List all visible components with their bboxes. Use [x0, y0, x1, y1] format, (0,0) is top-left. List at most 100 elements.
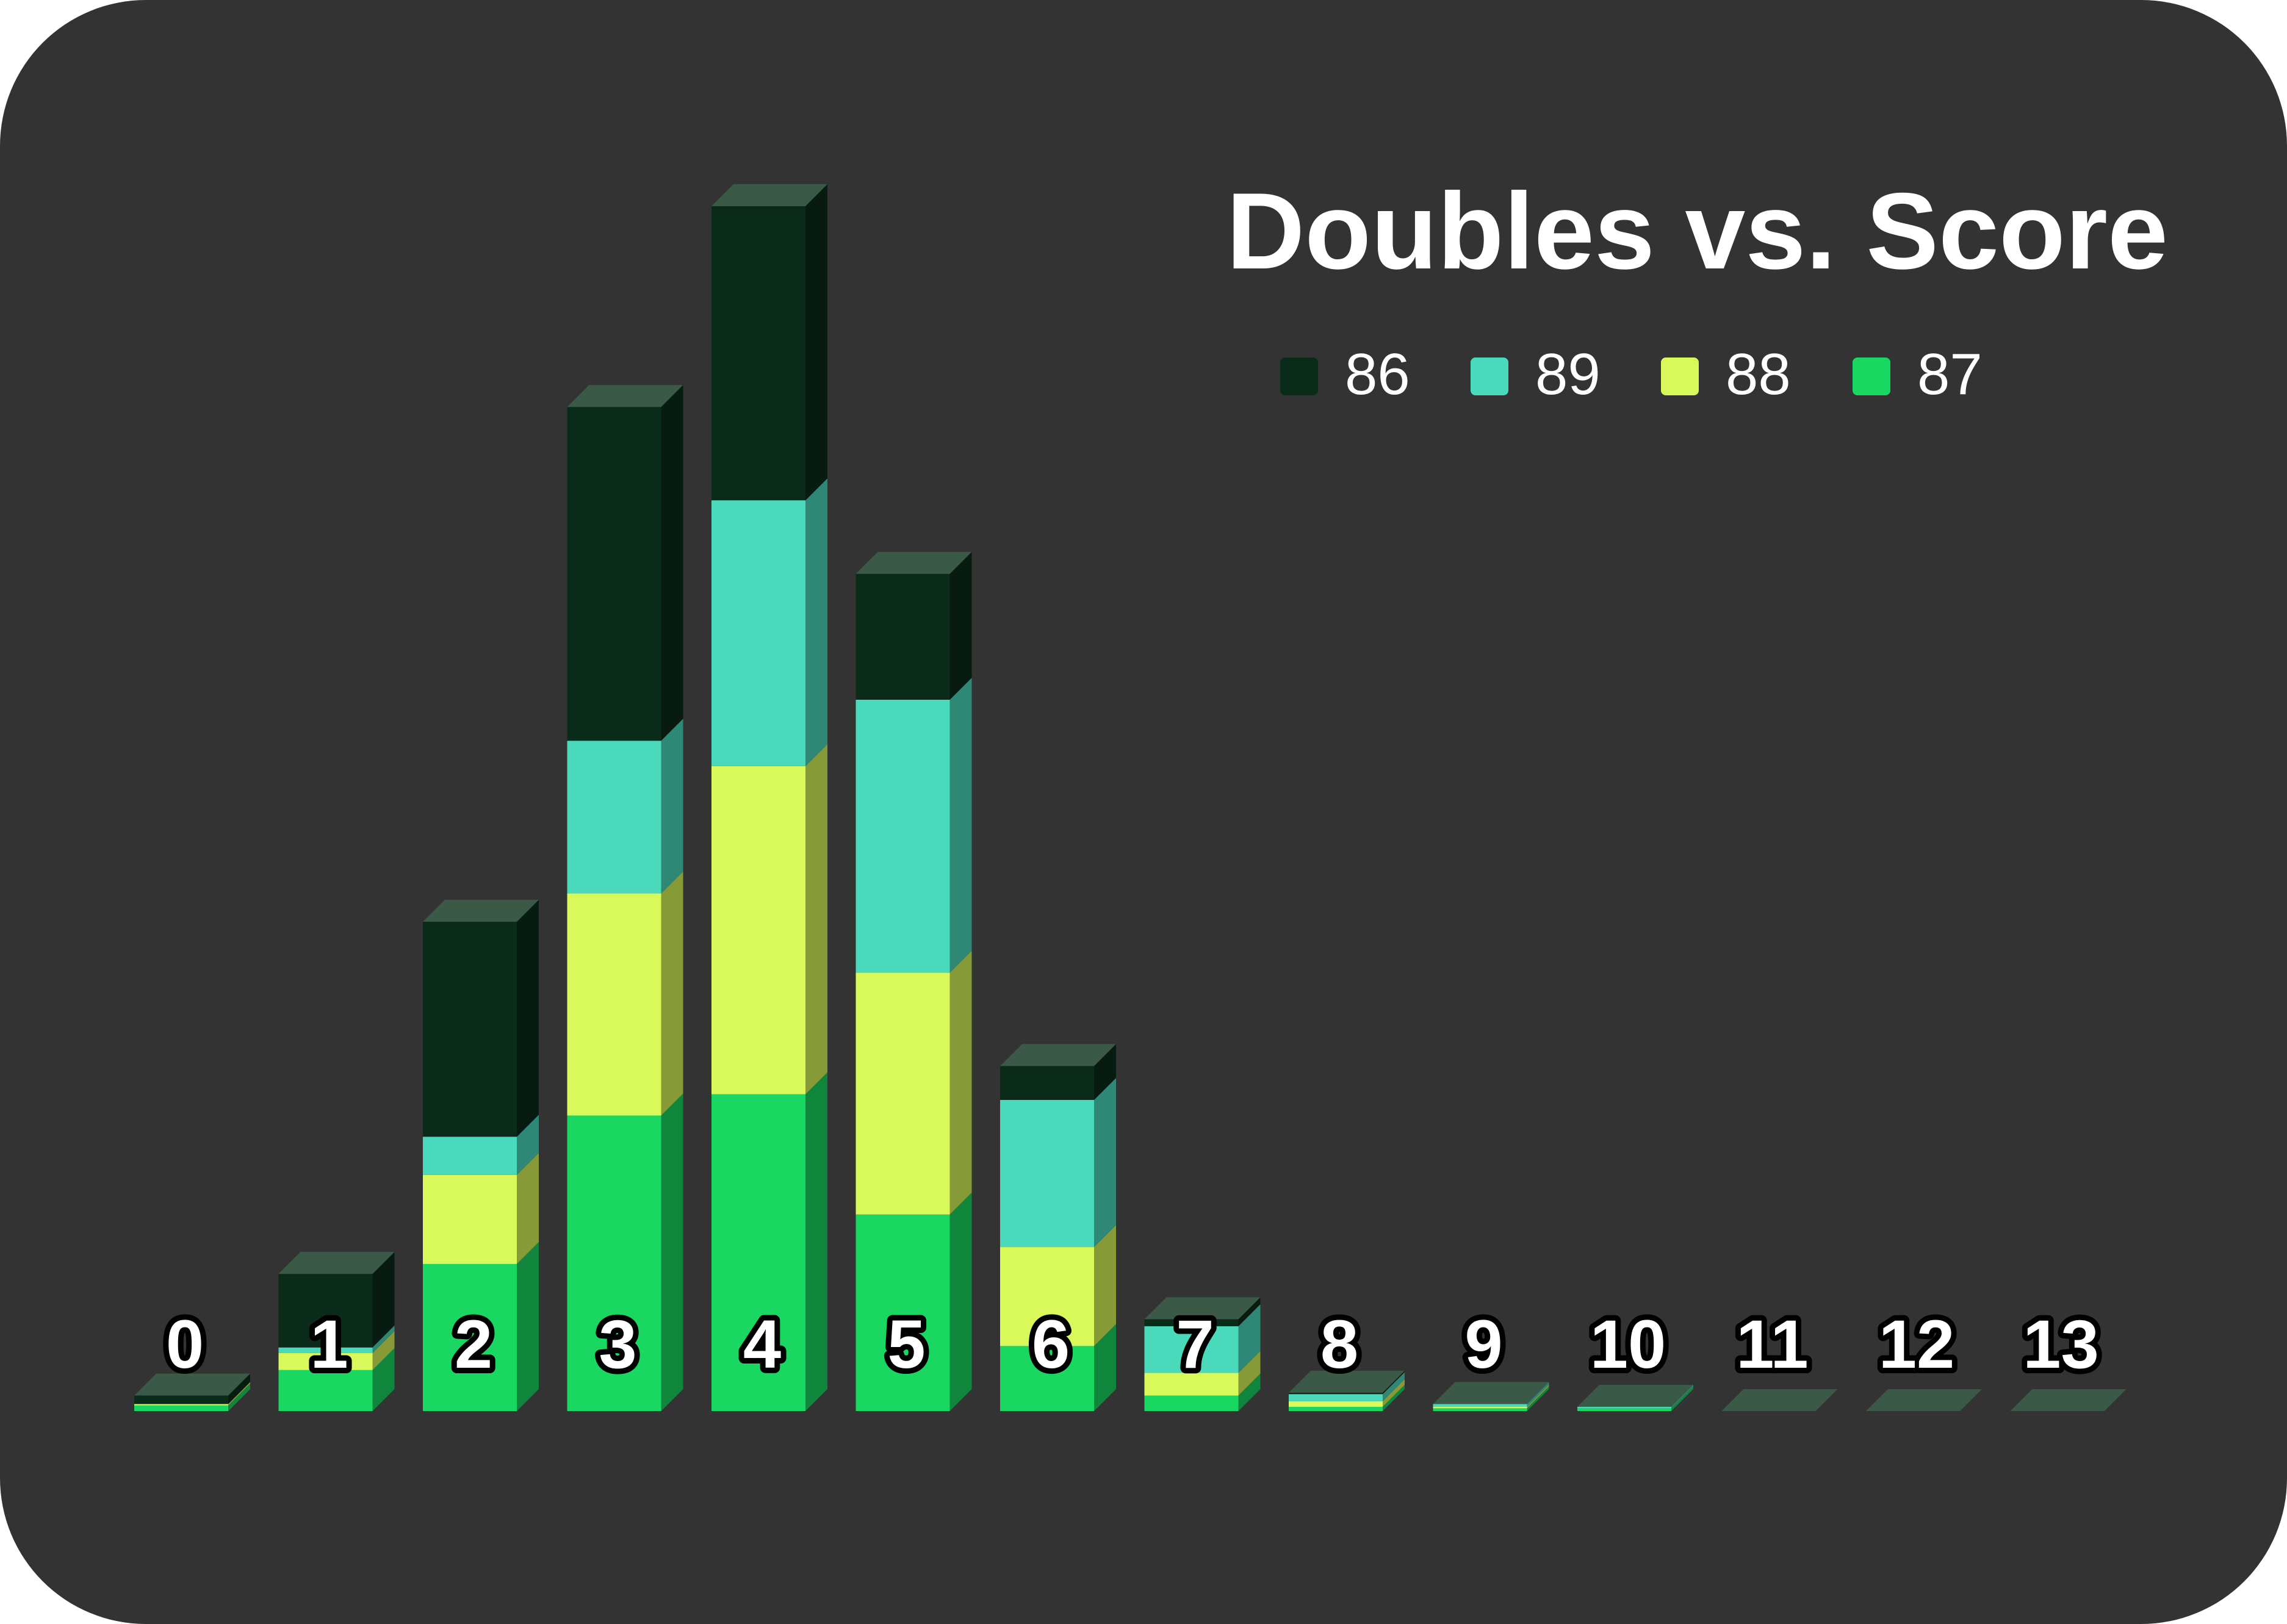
bar-segment-5-series-88	[855, 972, 950, 1215]
bar-segment-8-series-89	[1289, 1394, 1383, 1401]
bar-side-1-series-87	[372, 1348, 395, 1411]
bar-stack-9	[1433, 1382, 1549, 1411]
bar-side-3-series-88	[661, 871, 683, 1116]
bar-side-8-series-88	[1383, 1379, 1405, 1407]
bar-side-2-series-88	[517, 1152, 539, 1264]
legend-swatch-86	[1280, 357, 1318, 395]
bar-side-6-series-87	[1094, 1324, 1116, 1411]
bar-side-0-series-87	[228, 1383, 250, 1411]
bar-top-1	[278, 1252, 395, 1274]
category-label-11: 11	[1736, 1306, 1808, 1382]
bar-top-0	[134, 1373, 250, 1396]
bar-side-7-series-89	[1238, 1304, 1261, 1373]
bar-side-4-series-89	[805, 478, 827, 766]
bar-segment-8-series-87	[1289, 1407, 1383, 1411]
bar-segment-3-series-88	[567, 893, 661, 1116]
bar-stack-4	[711, 184, 827, 1411]
legend-swatch-89	[1471, 357, 1508, 395]
legend-item-89: 89	[1471, 342, 1601, 407]
bar-side-7-series-87	[1238, 1373, 1261, 1411]
legend-label-89: 89	[1535, 342, 1601, 407]
bar-side-6-series-86	[1094, 1044, 1116, 1100]
bar-stack-12	[1866, 1389, 1982, 1411]
category-label-3: 3	[599, 1306, 636, 1382]
bar-segment-2-series-87	[423, 1263, 517, 1411]
bar-segment-2-series-86	[423, 921, 517, 1137]
category-label-12: 12	[1879, 1306, 1955, 1382]
category-label-13: 13	[2023, 1306, 2099, 1382]
bar-segment-7-series-88	[1144, 1373, 1239, 1396]
bar-stack-2	[423, 899, 539, 1411]
bar-segment-4-series-88	[711, 766, 805, 1094]
bar-top-11	[1721, 1389, 1838, 1411]
bar-side-3-series-87	[661, 1093, 683, 1411]
bar-top-4	[711, 184, 827, 206]
bar-segment-6-series-87	[1000, 1346, 1094, 1411]
bar-side-6-series-88	[1094, 1225, 1116, 1346]
bar-side-3-series-86	[661, 385, 683, 741]
bar-side-2-series-89	[517, 1115, 539, 1175]
category-label-7: 7	[1176, 1306, 1214, 1382]
bar-segment-8-series-88	[1289, 1401, 1383, 1407]
bar-segment-8-series-86	[1289, 1392, 1383, 1395]
category-label-10: 10	[1590, 1306, 1666, 1382]
bar-segment-0-series-87	[134, 1405, 228, 1411]
bar-segment-9-series-88	[1433, 1407, 1527, 1409]
bar-side-6-series-89	[1094, 1078, 1116, 1248]
bar-segment-5-series-87	[855, 1214, 950, 1411]
bar-side-8-series-89	[1383, 1372, 1405, 1401]
bar-side-3-series-89	[661, 719, 683, 894]
bar-side-10-series-87	[1671, 1386, 1693, 1411]
bar-side-9-series-87	[1527, 1386, 1549, 1411]
bar-stack-11	[1721, 1389, 1838, 1411]
bar-segment-1-series-87	[278, 1370, 373, 1411]
bar-side-1-series-89	[372, 1325, 395, 1353]
bar-segment-7-series-86	[1144, 1319, 1239, 1326]
bar-segment-7-series-87	[1144, 1395, 1239, 1411]
bar-side-5-series-89	[949, 677, 972, 973]
bar-stack-13	[2010, 1389, 2127, 1411]
bar-segment-1-series-89	[278, 1347, 373, 1353]
bar-segment-1-series-88	[278, 1353, 373, 1370]
bar-stack-7	[1144, 1297, 1261, 1411]
bar-top-3	[567, 385, 683, 408]
bar-segment-7-series-89	[1144, 1326, 1239, 1373]
bar-segment-4-series-86	[711, 206, 805, 501]
bar-top-7	[1144, 1297, 1261, 1320]
bar-side-7-series-88	[1238, 1351, 1261, 1396]
legend-swatch-88	[1661, 357, 1699, 395]
bar-side-4-series-87	[805, 1072, 827, 1411]
bar-segment-10-series-87	[1577, 1408, 1671, 1411]
bar-segment-1-series-86	[278, 1274, 373, 1348]
bar-segment-6-series-89	[1000, 1100, 1094, 1248]
category-label-8: 8	[1320, 1306, 1358, 1382]
bar-side-9-series-89	[1527, 1382, 1549, 1407]
bar-stack-5	[855, 552, 972, 1411]
category-label-4: 4	[743, 1306, 781, 1382]
bar-segment-3-series-89	[567, 741, 661, 894]
category-label-2: 2	[455, 1306, 492, 1382]
bar-segment-5-series-86	[855, 573, 950, 700]
bar-top-6	[1000, 1044, 1116, 1066]
bar-segment-6-series-88	[1000, 1247, 1094, 1346]
bar-side-1-series-86	[372, 1252, 395, 1348]
bar-segment-6-series-86	[1000, 1066, 1094, 1100]
bar-side-1-series-88	[372, 1331, 395, 1370]
bar-side-10-series-89	[1671, 1385, 1693, 1409]
category-labels: 0 1 2 3 4 5 6 7 8 9 10 11 12 13	[160, 1301, 2105, 1388]
bar-side-9-series-88	[1527, 1385, 1549, 1409]
category-label-0: 0	[166, 1306, 204, 1382]
legend: 86 89 88 87	[1280, 342, 1983, 407]
bar-top-2	[423, 899, 539, 922]
category-label-5: 5	[887, 1306, 925, 1382]
bar-segment-10-series-89	[1577, 1407, 1671, 1409]
legend-label-88: 88	[1726, 342, 1791, 407]
bar-segment-3-series-86	[567, 407, 661, 741]
category-label-1: 1	[310, 1306, 348, 1382]
bar-segment-9-series-87	[1433, 1408, 1527, 1411]
bar-top-5	[855, 552, 972, 574]
bar-side-2-series-86	[517, 899, 539, 1137]
bar-top-12	[1866, 1389, 1982, 1411]
